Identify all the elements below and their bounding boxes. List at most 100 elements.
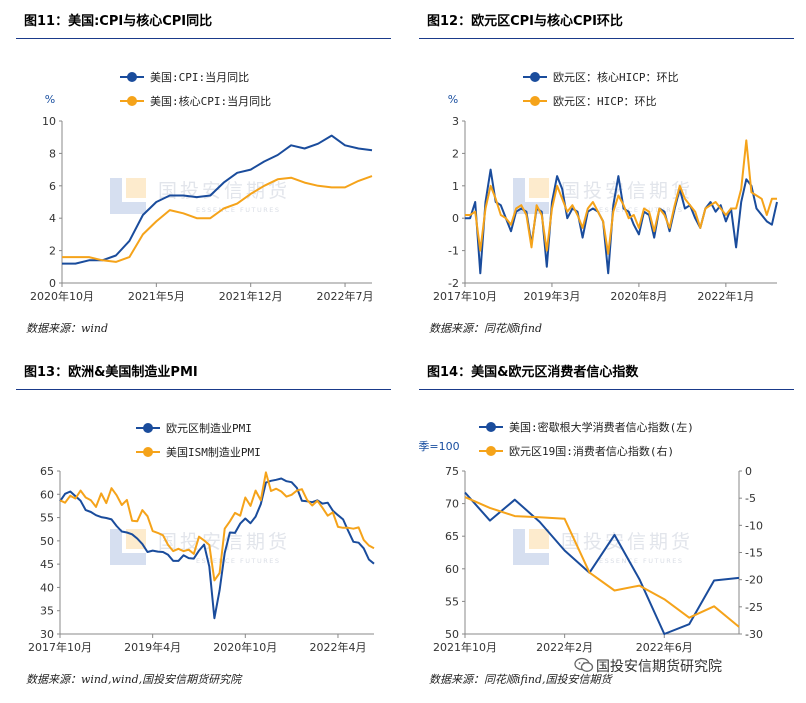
wechat-icon	[574, 657, 594, 672]
y2-tick-label: -25	[745, 601, 763, 614]
watermark-en: ESSENCE FUTURES	[599, 206, 684, 214]
chart-panel-fig14: 图14：美国&欧元区消费者信心指数 国投安信期货 ESSENCE FUTURES…	[403, 351, 806, 702]
y-tick-label: 1	[452, 180, 459, 193]
legend-swatch-marker	[486, 422, 496, 432]
series-line-0	[464, 491, 740, 635]
watermark-cn: 国投安信期货	[561, 180, 694, 202]
legend-label: 美国:核心CPI:当月同比	[150, 94, 271, 108]
title-divider	[16, 389, 391, 390]
watermark-cn: 国投安信期货	[561, 531, 694, 553]
x-tick-label: 2022年1月	[697, 289, 754, 303]
y-tick-label: 50	[445, 628, 459, 641]
legend-swatch-marker	[127, 72, 137, 82]
y-tick-label: 45	[40, 558, 54, 571]
chart-svg: 30 35 40 45 50 55 60 65 2017年10月 2019年4月 2020年10月 2…	[28, 421, 375, 654]
x-tick-label: 2019年3月	[523, 289, 580, 303]
legend-swatch-marker	[530, 72, 540, 82]
y-tick-label: 10	[42, 115, 56, 128]
watermark-logo-icon	[108, 176, 148, 216]
x-tick-label: 2019年4月	[124, 640, 181, 654]
y-tick-label: 35	[40, 605, 54, 618]
chart-panel-fig12: 图12：欧元区CPI与核心CPI环比 国投安信期货 ESSENCE FUTURE…	[403, 0, 806, 351]
chart-source: 数据来源：wind,wind,国投安信期货研究院	[26, 673, 242, 686]
legend-swatch-marker	[127, 96, 137, 106]
x-tick-label: 2021年10月	[433, 640, 497, 654]
chart-source: 数据来源：wind	[26, 322, 109, 335]
chart-svg: 50 55 60 65 70 75 -30 -25 -20 -15 -10 -5 0 2021年10月 20…	[418, 420, 763, 654]
legend-label: 美国:密歇根大学消费者信心指数(左)	[509, 420, 694, 434]
y-tick-label: 50	[40, 535, 54, 548]
legend-swatch-marker	[530, 96, 540, 106]
y-tick-label: 8	[49, 147, 56, 160]
x-tick-label: 2022年7月	[317, 289, 374, 303]
y-tick-label: 65	[445, 530, 459, 543]
y-tick-label: 0	[49, 277, 56, 290]
chart-title: 图12：欧元区CPI与核心CPI环比	[427, 14, 623, 29]
unit-label: %	[448, 93, 458, 106]
y-tick-label: 60	[40, 488, 54, 501]
y-tick-label: 4	[49, 212, 56, 225]
y-tick-label: 2	[452, 147, 459, 160]
y-tick-label: 60	[445, 563, 459, 576]
x-tick-label: 2022年6月	[636, 640, 693, 654]
chart-panel-fig11: 图11：美国:CPI与核心CPI同比 国投安信期货 ESSENCE FUTURE…	[0, 0, 403, 351]
chart-source: 数据来源：同花顺ifind	[429, 322, 542, 335]
chart-svg: 0 2 4 6 8 10 2020年10月 2021年5月 2021年12月 2022年7月% 美国…	[30, 70, 374, 303]
legend-label: 欧元区19国:消费者信心指数(右)	[509, 444, 674, 458]
x-tick-label: 2020年10月	[30, 289, 94, 303]
y2-tick-label: -10	[745, 519, 763, 532]
y2-tick-label: -20	[745, 574, 763, 587]
unit-label: %	[45, 93, 55, 106]
chart-svg: -2 -1 0 1 2 3 2017年10月 2019年3月 2020年8月 2022年1月% 欧元…	[433, 70, 778, 303]
y-tick-label: -2	[448, 277, 459, 290]
legend-label: 欧元区：核心HICP：环比	[553, 70, 679, 84]
y-tick-label: 6	[49, 180, 56, 193]
series-line-1	[465, 139, 777, 255]
y-tick-label: 30	[40, 628, 54, 641]
series-line-1	[59, 471, 375, 582]
x-tick-label: 2021年5月	[128, 289, 185, 303]
title-divider	[16, 38, 391, 39]
x-tick-label: 2021年12月	[219, 289, 283, 303]
unit-label: 季=100	[418, 440, 459, 453]
legend-swatch-marker	[143, 447, 153, 457]
series-line-1	[62, 175, 373, 263]
x-tick-label: 2017年10月	[28, 640, 92, 654]
series-line-0	[59, 477, 375, 620]
y2-tick-label: 0	[745, 465, 752, 478]
chart-source: 数据来源：同花顺ifind,国投安信期货	[429, 673, 612, 686]
y-tick-label: -1	[448, 245, 459, 258]
y2-tick-label: -5	[745, 492, 756, 505]
x-tick-label: 2022年2月	[536, 640, 593, 654]
watermark-en: ESSENCE FUTURES	[196, 557, 281, 565]
y-tick-label: 40	[40, 581, 54, 594]
y-tick-label: 3	[452, 115, 459, 128]
y-tick-label: 0	[452, 212, 459, 225]
y-tick-label: 70	[445, 498, 459, 511]
y2-tick-label: -30	[745, 628, 763, 641]
legend-label: 欧元区：HICP：环比	[553, 95, 657, 108]
chart-panel-fig13: 图13：欧洲&美国制造业PMI 国投安信期货 ESSENCE FUTURES 3…	[0, 351, 403, 702]
chart-title: 图13：欧洲&美国制造业PMI	[24, 365, 198, 380]
y-tick-label: 65	[40, 465, 54, 478]
title-divider	[419, 38, 794, 39]
y-tick-label: 75	[445, 465, 459, 478]
legend-label: 美国ISM制造业PMI	[166, 445, 261, 459]
wechat-account-name: 国投安信期货研究院	[596, 659, 722, 675]
legend-label: 美国:CPI:当月同比	[150, 70, 249, 84]
x-tick-label: 2017年10月	[433, 289, 497, 303]
y-tick-label: 55	[445, 595, 459, 608]
x-tick-label: 2020年10月	[213, 640, 277, 654]
x-tick-label: 2022年4月	[309, 640, 366, 654]
watermark-en: ESSENCE FUTURES	[196, 206, 281, 214]
legend-label: 欧元区制造业PMI	[166, 421, 252, 435]
title-divider	[419, 389, 794, 390]
chart-title: 图11：美国:CPI与核心CPI同比	[24, 14, 213, 29]
chart-title: 图14：美国&欧元区消费者信心指数	[427, 365, 639, 380]
legend-swatch-marker	[486, 446, 496, 456]
y2-tick-label: -15	[745, 547, 763, 560]
legend-swatch-marker	[143, 423, 153, 433]
y-tick-label: 55	[40, 512, 54, 525]
x-tick-label: 2020年8月	[610, 289, 667, 303]
series-line-0	[62, 134, 373, 265]
